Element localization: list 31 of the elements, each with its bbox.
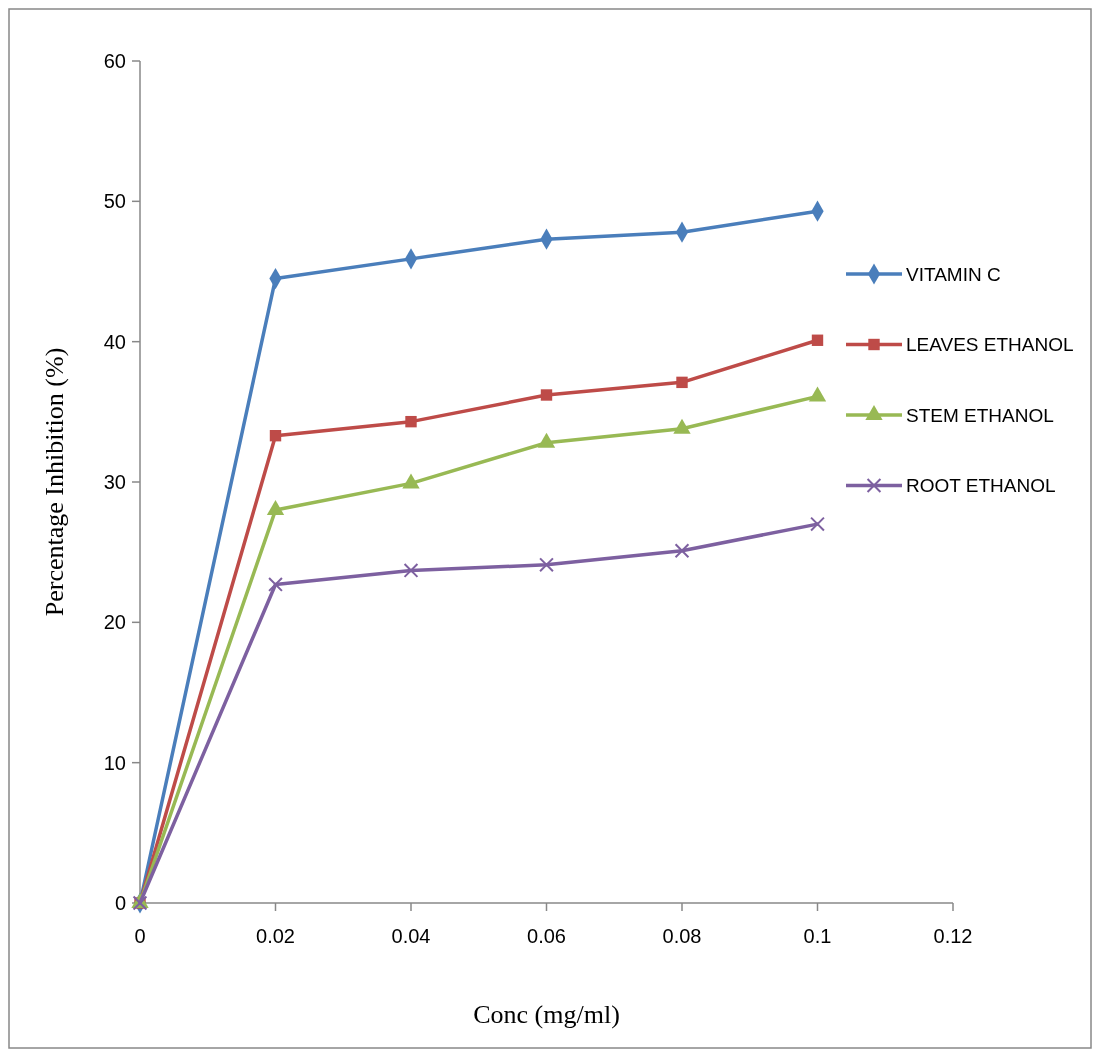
- point: [403, 562, 419, 578]
- legend-label: VITAMIN C: [906, 263, 1001, 285]
- point: [676, 376, 688, 389]
- point: [674, 543, 690, 559]
- x-axis-title: Conc (mg/ml): [473, 1000, 620, 1029]
- x-tick-label: 0.04: [391, 925, 431, 947]
- point: [810, 516, 825, 532]
- x-tick-label: 0.02: [256, 925, 295, 947]
- y-tick-label: 0: [114, 892, 126, 914]
- point: [266, 500, 285, 516]
- point: [405, 415, 417, 428]
- x-tick-label: 0: [134, 925, 146, 947]
- x-tick-label: 0.08: [662, 925, 702, 947]
- y-tick-label: 60: [103, 50, 126, 72]
- legend-label: STEM ETHANOL: [906, 404, 1054, 426]
- y-tick-label: 10: [103, 751, 126, 774]
- legend-label: ROOT ETHANOL: [906, 475, 1056, 497]
- x-tick-label: 0.06: [527, 925, 566, 947]
- y-tick-label: 50: [103, 190, 126, 213]
- y-tick-label: 30: [103, 471, 126, 493]
- x-tick-label: 0.1: [803, 925, 832, 947]
- point: [268, 577, 283, 592]
- point: [540, 389, 553, 401]
- legend-label: LEAVES ETHANOL: [906, 334, 1074, 356]
- y-axis-title: Percentage Inhibition (%): [40, 347, 69, 617]
- x-tick-label: 0.12: [933, 925, 973, 947]
- y-tick-label: 20: [103, 611, 126, 634]
- point: [539, 557, 554, 573]
- point: [269, 429, 282, 442]
- point: [811, 334, 824, 346]
- y-tick-label: 40: [103, 330, 126, 353]
